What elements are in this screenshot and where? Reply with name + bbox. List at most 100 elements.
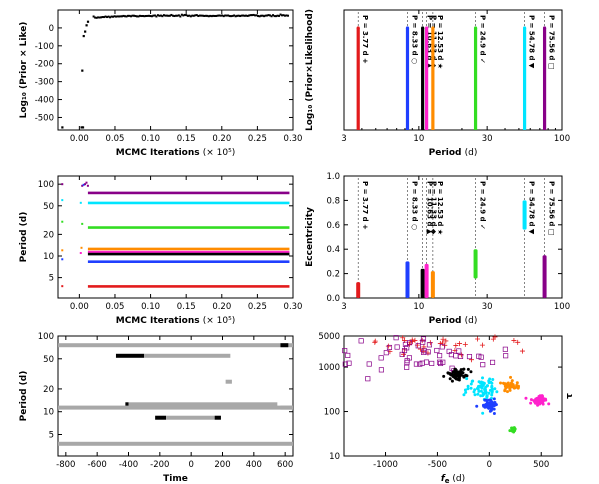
mcmc-like-ytick-label: -400: [35, 96, 54, 106]
peak-label: P = 10.63 d ▲: [426, 181, 434, 235]
data-point: [466, 367, 470, 371]
data-point: [222, 15, 225, 18]
mcmc-like-ytick-label: -300: [35, 78, 54, 88]
mcmc-like-xtick-label: 0.05: [106, 134, 125, 144]
coverage-segment: [280, 343, 289, 348]
data-point: [448, 352, 454, 358]
data-point: [383, 350, 389, 356]
eccentricity-cluster: [522, 200, 527, 230]
data-point: [510, 379, 514, 383]
peak-bar: [405, 28, 410, 130]
peak-top-point: [356, 26, 360, 30]
period-chain-ytick-label: 5: [49, 274, 54, 284]
data-point: [194, 14, 197, 17]
period-chain-plot-frame: [57, 175, 294, 299]
data-point: [61, 126, 64, 129]
period-chain-band: [87, 260, 290, 263]
tau-fe-ytick-label: 100: [324, 408, 340, 418]
data-point: [81, 69, 84, 72]
data-point: [104, 15, 107, 18]
data-point: [81, 126, 85, 129]
data-point: [251, 14, 254, 17]
data-point: [95, 16, 98, 19]
data-point: [437, 353, 443, 359]
data-point: [254, 14, 257, 17]
data-point: [86, 184, 89, 187]
data-point: [463, 388, 467, 392]
peak-label: P = 8.33 d ○: [410, 181, 418, 230]
peak-label: P = 10.63 d ▲: [426, 15, 434, 69]
data-point: [115, 15, 118, 18]
data-point: [487, 402, 491, 406]
data-point: [346, 360, 352, 366]
data-point: [488, 377, 492, 381]
data-point: [176, 14, 179, 17]
data-point: [129, 15, 132, 18]
data-point: [180, 13, 183, 16]
data-point: [134, 15, 137, 18]
coverage-segment: [58, 441, 293, 446]
data-point: [215, 14, 218, 17]
data-point: [475, 404, 479, 408]
period-chain-ytick-label: 50: [43, 202, 54, 212]
data-point: [484, 385, 488, 389]
data-point: [121, 15, 124, 18]
data-point: [466, 354, 473, 360]
data-point: [285, 14, 288, 17]
data-point: [420, 339, 426, 345]
data-point: [263, 15, 266, 18]
data-point: [534, 401, 538, 405]
data-point: [225, 14, 228, 17]
data-point: [412, 337, 418, 343]
data-point: [183, 13, 186, 16]
data-point: [240, 14, 243, 17]
coverage-segment: [58, 343, 293, 348]
data-point: [279, 13, 282, 16]
data-point: [415, 343, 421, 349]
data-point: [209, 14, 212, 17]
data-point: [127, 14, 130, 17]
data-point: [276, 14, 279, 17]
mcmc-like-ytick-label: -100: [35, 42, 54, 52]
period-chain-xtick-label: 0.25: [248, 302, 267, 312]
data-point: [365, 376, 371, 382]
coverage-segment: [166, 415, 215, 420]
eccentricity-cluster: [424, 263, 429, 298]
peak-label: P = 12.53 d ★: [436, 15, 444, 69]
data-point: [210, 15, 213, 18]
period-chain-xtick-label: 0.00: [70, 302, 89, 312]
data-point: [243, 14, 246, 17]
data-point: [269, 14, 272, 17]
data-point: [457, 341, 463, 347]
data-point: [61, 183, 64, 186]
data-point: [456, 348, 462, 354]
data-point: [404, 364, 410, 370]
data-point: [82, 34, 85, 38]
eccentricity-cluster: [542, 255, 547, 298]
time-coverage-x-axis-label: Time: [163, 474, 188, 484]
data-point: [503, 382, 507, 386]
eccentricity-ytick-label: 0.0: [326, 294, 340, 304]
data-point: [237, 14, 240, 17]
data-point: [189, 15, 192, 18]
time-coverage-xtick-label: -800: [56, 460, 75, 470]
period-chain-band: [87, 247, 290, 251]
data-point: [170, 13, 173, 16]
data-point: [191, 14, 194, 17]
peak-top-point: [421, 26, 425, 30]
tau-fe-ytick-label: 10: [329, 452, 340, 462]
data-point: [469, 370, 473, 374]
data-point: [486, 405, 490, 409]
data-point: [162, 14, 165, 17]
data-point: [483, 388, 487, 392]
data-point: [476, 392, 480, 396]
time-coverage-ytick-label: 20: [43, 385, 54, 395]
data-point: [488, 409, 492, 413]
data-point: [109, 16, 112, 19]
data-point: [399, 351, 405, 357]
data-point: [476, 385, 480, 389]
peak-label: P = 8.33 d ○: [410, 15, 418, 64]
data-point: [92, 15, 95, 18]
data-point: [218, 14, 221, 17]
peak-label: P = 54.78 d ▼: [528, 181, 536, 235]
